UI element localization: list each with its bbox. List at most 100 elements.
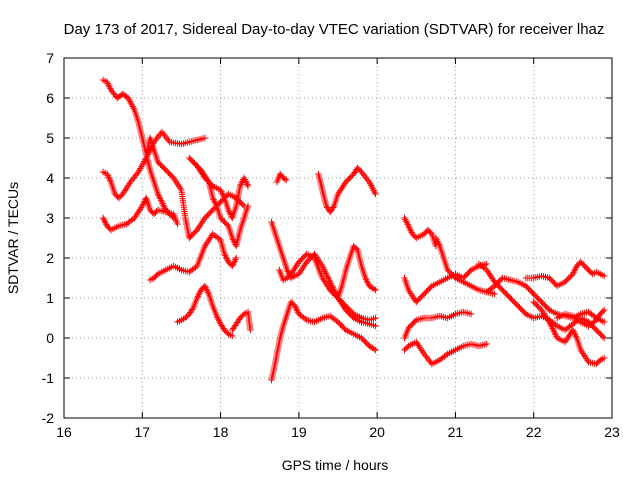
data-point [232, 256, 239, 263]
data-point [157, 195, 164, 202]
data-point [211, 198, 218, 205]
data-point [283, 176, 290, 184]
data-point [363, 278, 371, 285]
data-point [359, 170, 366, 177]
data-point [204, 289, 212, 296]
y-tick-label: 2 [46, 250, 54, 266]
data-point [435, 241, 443, 248]
x-axis-label: GPS time / hours [282, 457, 389, 473]
data-point [422, 352, 429, 359]
series-track-t [432, 234, 498, 298]
data-point [363, 276, 370, 283]
series-track-i [229, 308, 254, 334]
data-point [548, 323, 555, 330]
data-point [294, 307, 301, 314]
data-point [212, 201, 220, 208]
data-point [196, 290, 203, 297]
series-track-x [530, 298, 608, 368]
data-point [571, 330, 578, 337]
data-point [222, 254, 230, 261]
data-point [572, 333, 580, 340]
data-point [599, 308, 607, 315]
data-point [211, 199, 219, 206]
x-tick-label: 20 [369, 424, 385, 440]
y-tick-label: -1 [42, 370, 55, 386]
series-track-y [554, 306, 608, 330]
data-point [102, 219, 109, 226]
data-point [244, 182, 252, 190]
data-point [203, 286, 210, 293]
data-point [201, 134, 209, 142]
data-point [229, 261, 237, 268]
data-point [426, 357, 433, 364]
y-tick-label: 3 [46, 210, 54, 226]
data-point [105, 82, 112, 89]
data-point [226, 210, 234, 217]
series-track-w [522, 258, 608, 290]
data-point [182, 314, 189, 322]
plot-area [99, 76, 608, 384]
data-point [215, 316, 222, 323]
data-point [229, 332, 236, 340]
data-point [594, 328, 601, 335]
series-track-f [174, 282, 236, 340]
data-point [231, 258, 238, 265]
data-point [213, 312, 220, 320]
data-point [218, 190, 226, 197]
data-point [242, 178, 249, 185]
data-point [363, 175, 370, 182]
x-tick-label: 16 [56, 424, 72, 440]
data-point [346, 174, 353, 182]
data-point [575, 317, 583, 324]
data-point [104, 172, 111, 179]
data-point [160, 130, 167, 137]
data-point [194, 293, 202, 300]
data-point [370, 345, 378, 353]
data-point [209, 194, 216, 202]
series-track-k [268, 298, 379, 384]
x-tick-label: 18 [213, 424, 229, 440]
data-point [599, 333, 607, 340]
data-point [103, 78, 111, 86]
data-point [215, 317, 223, 324]
data-point [204, 287, 211, 294]
data-point [221, 250, 228, 258]
data-point [372, 314, 379, 322]
data-point [539, 300, 546, 307]
data-point [510, 298, 518, 306]
y-tick-label: 7 [46, 50, 54, 66]
data-point [247, 326, 254, 334]
x-tick-label: 21 [448, 424, 464, 440]
data-point [403, 219, 411, 226]
series-track-e [146, 230, 240, 284]
series-track-p [401, 214, 440, 250]
data-point [601, 306, 608, 314]
data-point [547, 322, 555, 329]
series-track-n [315, 164, 379, 216]
data-point [407, 227, 414, 234]
data-point [601, 272, 608, 280]
data-point [601, 354, 608, 362]
data-point [99, 214, 107, 222]
data-point [174, 220, 181, 228]
data-point [593, 360, 600, 368]
data-point [163, 135, 171, 142]
data-point [551, 330, 559, 337]
data-point [347, 308, 355, 315]
data-point [372, 322, 379, 330]
data-point [401, 346, 408, 354]
data-point [201, 282, 209, 290]
y-tick-label: 5 [46, 130, 54, 146]
data-point [238, 313, 245, 320]
data-point [106, 175, 113, 182]
data-point [550, 328, 558, 335]
data-point [569, 270, 577, 278]
data-point [601, 318, 608, 326]
data-point [362, 274, 369, 282]
data-point [230, 259, 238, 266]
data-point [570, 269, 577, 276]
series-track-a [99, 76, 177, 222]
data-point [546, 318, 553, 326]
data-point [154, 158, 162, 166]
